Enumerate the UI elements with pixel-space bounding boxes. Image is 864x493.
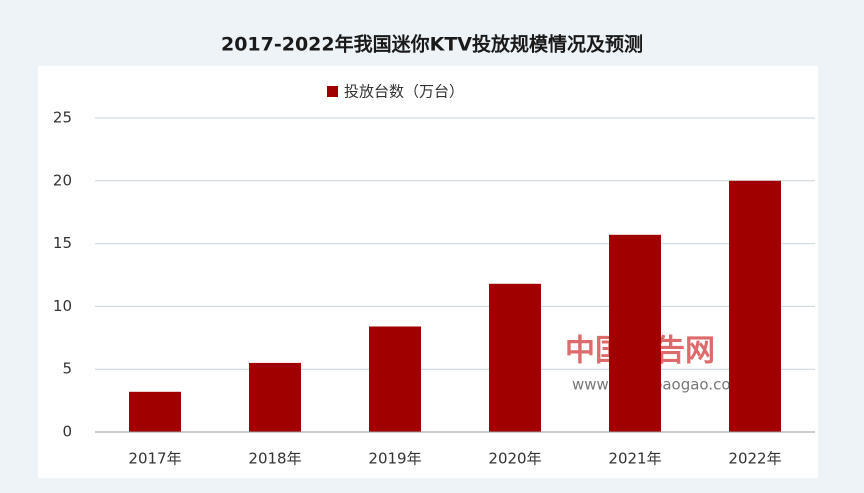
- x-tick-label: 2018年: [248, 450, 301, 468]
- y-tick-label: 20: [53, 171, 72, 189]
- bar: [129, 391, 181, 432]
- y-tick-label: 0: [62, 423, 72, 441]
- bar: [369, 326, 421, 432]
- y-tick-label: 10: [53, 297, 72, 315]
- legend-label: 投放台数（万台）: [344, 83, 464, 101]
- y-tick-label: 5: [62, 360, 72, 378]
- chart-title: 2017-2022年我国迷你KTV投放规模情况及预测: [221, 33, 643, 56]
- bar: [489, 283, 541, 432]
- y-tick-label: 15: [53, 234, 72, 252]
- x-tick-label: 2021年: [608, 450, 661, 468]
- x-tick-label: 2019年: [368, 450, 421, 468]
- legend-swatch: [327, 86, 338, 97]
- x-tick-label: 2017年: [128, 450, 181, 468]
- bar: [249, 362, 301, 432]
- x-tick-label: 2020年: [488, 450, 541, 468]
- bar: [729, 180, 781, 432]
- y-tick-label: 25: [53, 109, 72, 127]
- bar: [609, 234, 661, 432]
- x-tick-label: 2022年: [728, 450, 781, 468]
